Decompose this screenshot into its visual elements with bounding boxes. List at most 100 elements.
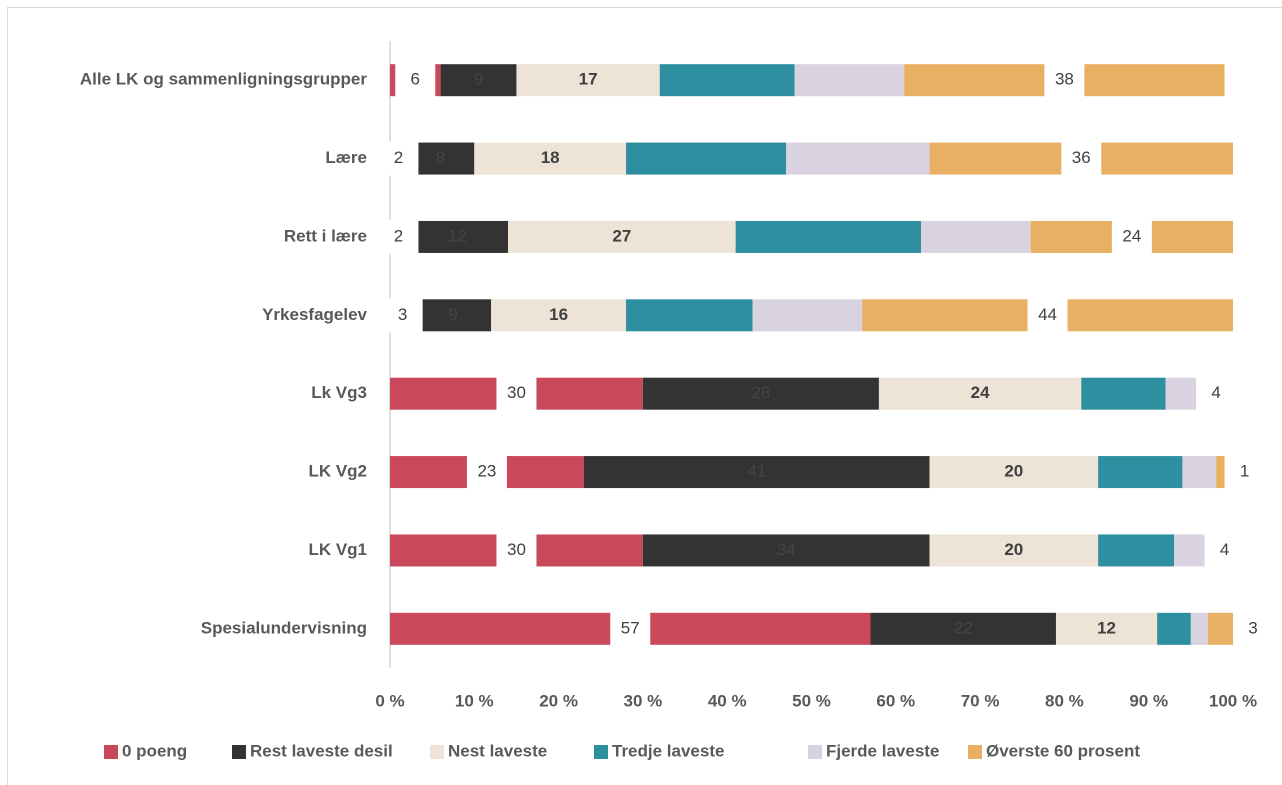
x-tick-label: 90 % <box>1129 691 1168 710</box>
legend-label: 0 poeng <box>122 741 187 760</box>
data-label: 16 <box>549 305 568 324</box>
data-label: 57 <box>621 618 640 637</box>
legend-label: Tredje laveste <box>612 741 724 760</box>
x-tick-label: 70 % <box>961 691 1000 710</box>
x-tick-label: 0 % <box>375 691 404 710</box>
bar-segment <box>1182 456 1217 489</box>
label-box <box>1204 533 1245 568</box>
bar-segment <box>508 220 736 253</box>
data-label: 24 <box>1122 226 1141 245</box>
data-label: 20 <box>1004 462 1023 481</box>
data-label: 12 <box>1097 618 1116 637</box>
bar-segment <box>929 456 1099 489</box>
legend-swatch <box>430 745 444 759</box>
data-label: 12 <box>448 226 467 245</box>
category-label: Rett i lære <box>284 226 367 245</box>
legend-label: Øverste 60 prosent <box>986 741 1140 760</box>
bar-segment <box>929 534 1099 567</box>
category-label: LK Vg1 <box>308 540 367 559</box>
x-tick-label: 60 % <box>876 691 915 710</box>
label-box <box>1111 219 1152 254</box>
label-box <box>395 63 436 98</box>
x-tick-label: 30 % <box>624 691 663 710</box>
data-label: 2 <box>394 226 403 245</box>
category-label: Spesialundervisning <box>201 618 367 637</box>
bar-segment <box>1190 612 1208 645</box>
bar-segment <box>1207 612 1233 645</box>
data-label: 8 <box>436 148 445 167</box>
bar-segment <box>1098 534 1174 567</box>
bar-segment <box>406 220 509 253</box>
legend-swatch <box>232 745 246 759</box>
bar-segment <box>752 299 863 332</box>
label-box <box>496 376 537 411</box>
label-box <box>1196 376 1237 411</box>
data-label: 9 <box>448 305 457 324</box>
data-label: 28 <box>751 383 770 402</box>
x-tick-label: 40 % <box>708 691 747 710</box>
bar-segment <box>415 299 492 332</box>
data-label: 27 <box>612 226 631 245</box>
legend-label: Nest laveste <box>448 741 547 760</box>
bar-segment <box>1173 534 1208 567</box>
label-box <box>610 611 651 646</box>
data-label: 18 <box>541 148 560 167</box>
label-box <box>1061 141 1102 176</box>
bar-segment <box>1216 456 1225 489</box>
data-label: 24 <box>971 383 990 402</box>
label-box <box>378 219 419 254</box>
category-label: Lk Vg3 <box>311 383 367 402</box>
data-label: 4 <box>1211 383 1220 402</box>
data-label: 3 <box>398 305 407 324</box>
category-label: Lære <box>325 148 367 167</box>
legend-label: Fjerde laveste <box>826 741 939 760</box>
data-label: 41 <box>747 462 766 481</box>
bar-segment <box>491 299 627 332</box>
x-tick-label: 50 % <box>792 691 831 710</box>
legend-swatch <box>594 745 608 759</box>
data-label: 20 <box>1004 540 1023 559</box>
legend-swatch <box>104 745 118 759</box>
bar-segment <box>1081 377 1166 410</box>
bar-segment <box>1165 377 1200 410</box>
bar-segment <box>878 377 1082 410</box>
bar-segment <box>516 64 660 97</box>
bar-segment <box>786 142 930 175</box>
bar-segment <box>659 64 795 97</box>
bar-segment <box>1157 612 1191 645</box>
bar-segment <box>440 64 517 97</box>
bar-segment <box>735 220 922 253</box>
legend-swatch <box>968 745 982 759</box>
bar-segment <box>1098 456 1183 489</box>
bar-segment <box>794 64 905 97</box>
data-label: 36 <box>1072 148 1091 167</box>
category-label: Yrkesfagelev <box>262 305 367 324</box>
bar-segment <box>921 220 1031 253</box>
data-label: 3 <box>1248 618 1257 637</box>
data-label: 38 <box>1055 70 1074 89</box>
label-box <box>382 298 423 333</box>
bar-segment <box>626 299 753 332</box>
label-box <box>496 533 537 568</box>
data-label: 9 <box>474 70 483 89</box>
bar-segment <box>583 456 930 489</box>
bar-segment <box>642 377 879 410</box>
data-label: 4 <box>1220 540 1229 559</box>
data-label: 34 <box>777 540 796 559</box>
bar-segment <box>870 612 1056 645</box>
bar-segment <box>474 142 627 175</box>
category-label: Alle LK og sammenligningsgrupper <box>80 70 368 89</box>
x-tick-label: 10 % <box>455 691 494 710</box>
x-tick-label: 100 % <box>1209 691 1257 710</box>
label-box <box>1027 298 1068 333</box>
data-label: 44 <box>1038 305 1057 324</box>
data-label: 30 <box>507 383 526 402</box>
bar-segment <box>626 142 787 175</box>
data-label: 1 <box>1240 462 1249 481</box>
data-label: 22 <box>954 618 973 637</box>
label-box <box>466 455 507 490</box>
bar-segment <box>642 534 930 567</box>
legend-label: Rest laveste desil <box>250 741 393 760</box>
data-label: 2 <box>394 148 403 167</box>
